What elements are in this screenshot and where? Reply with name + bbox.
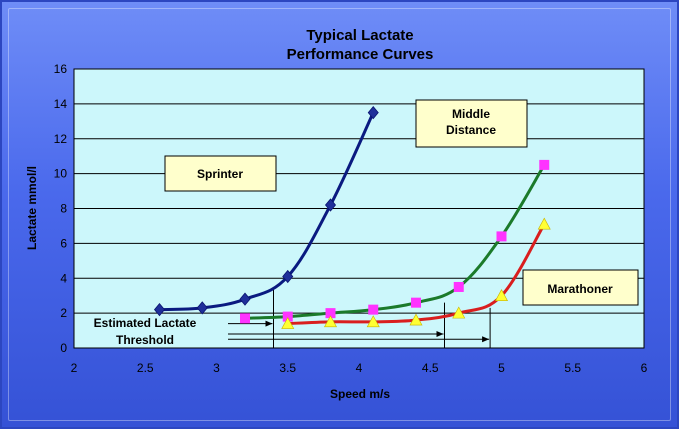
y-tick-label: 14 [54, 97, 68, 111]
marathoner-point [537, 217, 551, 230]
y-tick-label: 4 [60, 271, 67, 285]
y-tick-label: 2 [60, 306, 67, 320]
middle-distance-label-1: Middle [452, 107, 490, 121]
marathoner-label: Marathoner [547, 282, 613, 296]
x-tick-label: 3.5 [279, 361, 296, 375]
y-tick-label: 10 [54, 167, 68, 181]
x-tick-label: 4 [356, 361, 363, 375]
middle-distance-point [282, 311, 293, 322]
sprinter-label-box: Sprinter [164, 155, 277, 192]
x-axis-title: Speed m/s [330, 387, 390, 401]
y-tick-labels: 0 2 4 6 8 10 12 14 16 [54, 62, 68, 355]
sprinter-point [282, 269, 294, 284]
sprinter-point [196, 301, 208, 315]
y-tick-label: 0 [60, 341, 67, 355]
sprinter-point [153, 303, 166, 317]
middle-distance-point [240, 313, 250, 324]
series-markers [153, 105, 551, 329]
threshold-note-line-1: Estimated Lactate [94, 316, 197, 330]
middle-distance-label-2: Distance [446, 123, 496, 137]
x-tick-label: 5.5 [564, 361, 581, 375]
middle-distance-point [411, 297, 421, 308]
middle-distance-point [496, 231, 507, 242]
x-tick-label: 2.5 [137, 361, 154, 375]
y-tick-label: 6 [60, 236, 67, 250]
marathoner-point [281, 316, 295, 329]
x-tick-label: 4.5 [422, 361, 439, 375]
marathoner-point [323, 315, 338, 328]
x-tick-label: 3 [213, 361, 220, 375]
plot-border [73, 68, 645, 349]
x-tick-label: 2 [71, 361, 78, 375]
middle-distance-point [453, 281, 464, 292]
sprinter-point [239, 292, 251, 306]
y-tick-label: 12 [54, 132, 68, 146]
sprinter-point [324, 198, 337, 212]
x-tick-label: 6 [641, 361, 648, 375]
marathoner-point [494, 289, 509, 301]
marathoner-point [409, 313, 423, 326]
sprinter-label: Sprinter [197, 167, 243, 181]
marathoner-point [366, 315, 380, 328]
middle-distance-point [539, 159, 550, 170]
sprinter-point [367, 105, 379, 120]
y-tick-label: 16 [54, 62, 68, 76]
x-tick-labels: 2 2.5 3 3.5 4 4.5 5 5.5 6 [71, 361, 648, 375]
axes [73, 68, 645, 349]
marathoner-point [452, 306, 466, 319]
y-axis-title: Lactate mmol/l [25, 166, 39, 250]
chart-title-line-1: Typical Lactate [306, 27, 413, 44]
middle-distance-label-box: Middle Distance [415, 99, 528, 148]
y-tick-label: 8 [60, 202, 67, 216]
middle-distance-point [325, 308, 336, 319]
x-tick-label: 5 [498, 361, 505, 375]
marathoner-label-box: Marathoner [522, 269, 639, 306]
threshold-note-line-2: Threshold [116, 333, 174, 347]
chart-title-line-2: Performance Curves [287, 46, 434, 63]
middle-distance-point [368, 304, 379, 315]
